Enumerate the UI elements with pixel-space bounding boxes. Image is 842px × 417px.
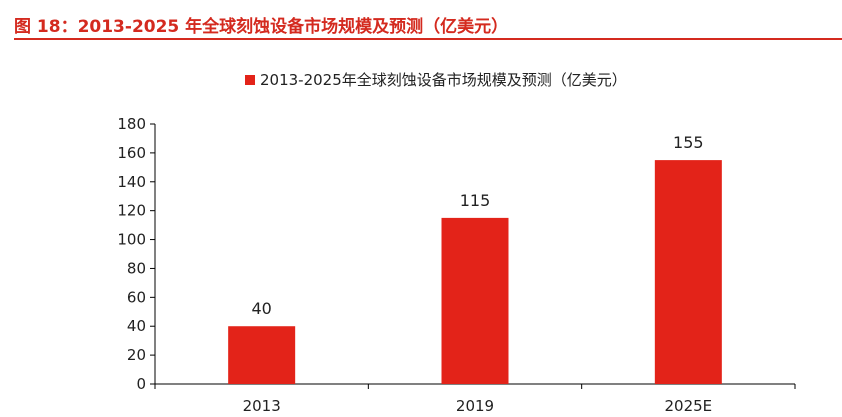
y-tick-label: 100 (117, 231, 146, 249)
x-tick-label: 2025E (665, 397, 713, 415)
data-label: 155 (673, 133, 704, 152)
caption-divider (14, 38, 842, 40)
x-tick-label: 2019 (456, 397, 494, 415)
y-tick-label: 160 (117, 144, 146, 162)
y-tick-label: 0 (136, 375, 146, 393)
y-tick-label: 120 (117, 202, 146, 220)
chart-legend: 2013-2025年全球刻蚀设备市场规模及预测（亿美元） (245, 69, 627, 90)
y-tick-label: 40 (127, 317, 146, 335)
bar (441, 217, 509, 384)
figure-caption: 图 18：2013-2025 年全球刻蚀设备市场规模及预测（亿美元） (14, 17, 509, 37)
legend-label: 2013-2025年全球刻蚀设备市场规模及预测（亿美元） (260, 71, 627, 89)
y-tick-label: 180 (117, 115, 146, 133)
bar (228, 326, 296, 384)
y-tick-label: 20 (127, 346, 146, 364)
bar (654, 160, 722, 384)
data-label: 40 (251, 299, 271, 318)
x-tick-label: 2013 (243, 397, 281, 415)
y-tick-label: 140 (117, 173, 146, 191)
data-label: 115 (460, 191, 491, 210)
y-tick-label: 60 (127, 288, 146, 306)
y-tick-label: 80 (127, 259, 146, 277)
legend-swatch (245, 74, 255, 85)
